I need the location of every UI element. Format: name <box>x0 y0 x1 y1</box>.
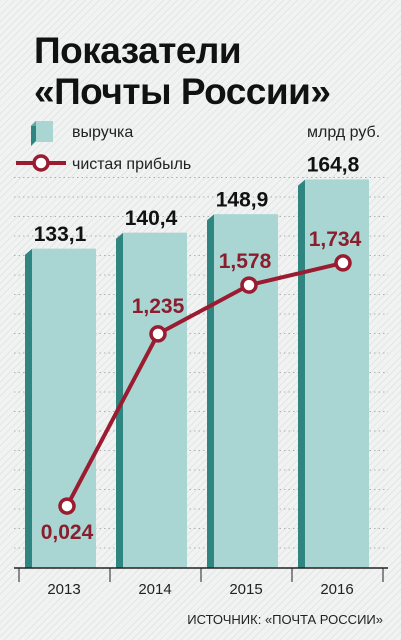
revenue-label-2016: 164,8 <box>307 154 360 177</box>
profit-label-2014: 1,235 <box>132 295 185 318</box>
legend-profit-label: чистая прибыль <box>72 156 191 173</box>
source-note: ИСТОЧНИК: «ПОЧТА РОССИИ» <box>187 612 383 627</box>
title-line-1: Показатели <box>34 30 242 71</box>
profit-point-2016 <box>334 254 352 272</box>
revenue-label-2013: 133,1 <box>34 223 87 246</box>
revenue-bar-2013 <box>32 248 96 569</box>
revenue-label-2015: 148,9 <box>216 188 269 211</box>
profit-label-2016: 1,734 <box>309 228 362 251</box>
revenue-label-2014: 140,4 <box>125 207 178 230</box>
unit-label: млрд руб. <box>307 124 380 141</box>
profit-line <box>65 260 344 508</box>
x-tick-label-2013: 2013 <box>47 581 80 598</box>
bar-side <box>25 248 32 569</box>
x-tick-label-2014: 2014 <box>138 581 171 598</box>
profit-label-2015: 1,578 <box>219 250 272 273</box>
profit-point-2013 <box>58 497 76 515</box>
legend-revenue-label: выручка <box>72 124 133 141</box>
bar-side <box>116 232 123 569</box>
revenue-bar-2014 <box>123 232 187 569</box>
x-tick-label-2016: 2016 <box>320 581 353 598</box>
profit-point-2015 <box>240 276 258 294</box>
bar-side <box>298 179 305 568</box>
legend-line-marker <box>32 154 50 172</box>
profit-label-2013: 0,024 <box>41 521 94 544</box>
revenue-bar-2015 <box>214 214 278 568</box>
bar-side <box>207 214 214 568</box>
revenue-bar-2016 <box>305 179 369 568</box>
title-line-2: «Почты России» <box>34 71 331 112</box>
legend-bar-swatch <box>36 121 53 142</box>
profit-point-2014 <box>149 325 167 343</box>
x-tick-label-2015: 2015 <box>229 581 262 598</box>
legend-bar-side <box>31 121 36 146</box>
